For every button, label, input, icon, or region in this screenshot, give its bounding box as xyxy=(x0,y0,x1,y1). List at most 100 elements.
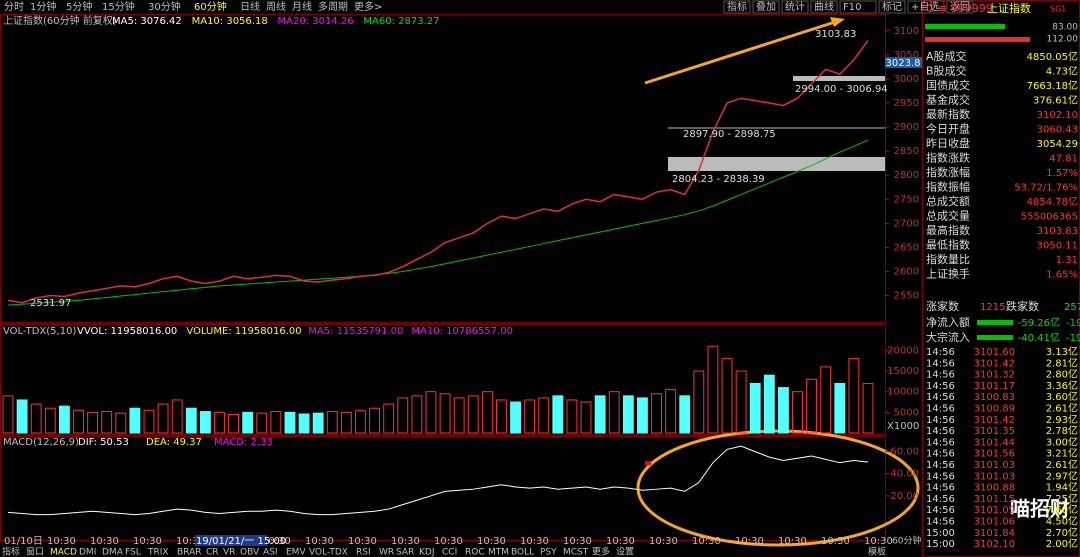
stat-value: 47.81 xyxy=(1049,154,1078,165)
period-select[interactable]: 60分钟 xyxy=(892,535,921,547)
volume-bar xyxy=(749,382,761,434)
indicator-tab[interactable]: FSL xyxy=(125,548,141,557)
tick-price: 3100.88 xyxy=(974,483,1015,494)
period-tab[interactable]: 30分钟 xyxy=(148,0,181,13)
tick-time: 14:56 xyxy=(926,404,955,415)
price-note: 2531.97 xyxy=(30,298,71,309)
x-tick-label: 10:30 xyxy=(133,536,162,547)
tool-button[interactable]: 返回 xyxy=(950,1,970,13)
indicator-tab[interactable]: CCI xyxy=(442,548,457,557)
arrow-head xyxy=(830,17,845,27)
tool-button-bg xyxy=(781,0,809,14)
period-tab[interactable]: 日线 xyxy=(240,0,260,13)
indicator-tab[interactable]: KDJ xyxy=(419,548,435,557)
tool-button-bg xyxy=(946,0,974,14)
ma-label: MA60: 2873.27 xyxy=(363,16,439,27)
stat-label: 指数量比 xyxy=(926,252,970,266)
tool-button[interactable]: 指标 xyxy=(727,0,747,13)
indicator-tab[interactable]: MTM xyxy=(488,548,509,557)
volume-bar xyxy=(622,395,634,434)
flow-label: 大宗流入 xyxy=(926,330,970,344)
indicator-tab[interactable]: BRAR xyxy=(177,548,201,557)
period-tab[interactable]: 5分钟 xyxy=(66,0,92,13)
period-tab[interactable]: 月线 xyxy=(292,0,312,13)
indicator-tab[interactable]: BOLL xyxy=(511,548,534,557)
period-tab[interactable]: 15分钟 xyxy=(102,0,135,13)
indicator-tab[interactable]: ROC xyxy=(465,548,485,557)
indicator-tab[interactable]: 指标 xyxy=(2,546,20,557)
template-tab[interactable]: 模板 xyxy=(868,546,886,557)
volume-bar xyxy=(453,397,465,434)
stat-value: 1.65% xyxy=(1046,270,1078,281)
volume-bar xyxy=(298,413,310,434)
marker xyxy=(645,461,651,465)
tick-price: 3101.42 xyxy=(974,358,1015,369)
period-tab[interactable]: 60分钟 xyxy=(194,0,227,13)
tick-price: 3101.03 xyxy=(974,471,1015,482)
indicator-tab[interactable]: VR xyxy=(223,548,235,557)
y-tick-label: 2900 xyxy=(894,122,919,133)
indicator-tab[interactable]: MACD xyxy=(50,548,77,557)
period-tab[interactable]: 更多> xyxy=(354,0,382,13)
volume-bar xyxy=(665,389,677,434)
volume-bar xyxy=(693,370,705,434)
volume-bar xyxy=(820,366,832,434)
dif-line xyxy=(7,445,869,516)
volume-bar xyxy=(2,395,14,434)
tick-price: 3101.17 xyxy=(974,381,1015,392)
period-tab[interactable]: 多周期 xyxy=(318,0,348,13)
tool-button-bg xyxy=(723,0,751,14)
indicator-tab[interactable]: EMV xyxy=(286,548,306,557)
indicator-tab[interactable]: SAR xyxy=(396,548,414,557)
tick-volume: 2.93亿 xyxy=(1046,413,1078,426)
panel-tag: SG1 xyxy=(1050,5,1066,14)
indicator-tab[interactable]: MCST xyxy=(563,548,589,557)
indicator-tab[interactable]: 设置 xyxy=(616,547,634,557)
indicator-tab[interactable]: TRIX xyxy=(147,548,169,557)
y-tick-label: 20.00 xyxy=(890,491,919,502)
period-tab[interactable]: 分时 xyxy=(4,1,24,13)
indicator-tab[interactable]: 窗口 xyxy=(26,546,44,557)
x-tick-label: 01/10日 xyxy=(4,536,43,547)
tool-button[interactable]: 曲线 xyxy=(814,0,834,13)
macd-label: DEA: 49.37 xyxy=(146,437,202,448)
tick-volume: 3.00亿 xyxy=(1046,435,1078,448)
indicator-tab[interactable]: VOL-TDX xyxy=(309,548,348,557)
volume-bar xyxy=(326,411,338,434)
tick-volume: 3.13亿 xyxy=(1046,345,1078,358)
period-tab[interactable]: 周线 xyxy=(266,0,286,13)
indicator-tab[interactable]: PSY xyxy=(540,548,557,557)
tick-time: 14:56 xyxy=(926,358,955,369)
tool-button[interactable]: +自选 xyxy=(911,0,939,13)
x-tick-label: 10:30 xyxy=(348,536,377,547)
tool-button[interactable]: 统计 xyxy=(785,0,805,13)
tick-price: 3101.32 xyxy=(974,370,1015,381)
volume-bar xyxy=(467,395,479,434)
volume-unit: X1000 xyxy=(887,421,919,432)
indicator-tab[interactable]: RSI xyxy=(356,548,371,557)
price-note: 2994.00 - 3006.94 xyxy=(795,84,888,95)
volume-bar xyxy=(777,387,789,434)
tick-time: 14:56 xyxy=(926,449,955,460)
indicator-tab[interactable]: WR xyxy=(379,548,394,557)
tool-button[interactable]: 叠加 xyxy=(756,1,776,13)
tick-time: 14:56 xyxy=(926,392,955,403)
volume-bar xyxy=(580,401,592,434)
macd-label: DIF: 50.53 xyxy=(78,437,129,448)
volume-bar xyxy=(185,407,197,434)
tick-volume: 7.60亿 xyxy=(1046,503,1078,516)
indicator-tab[interactable]: ASI xyxy=(263,548,278,557)
buy-bar xyxy=(925,24,1005,29)
indicator-tab[interactable]: DMA xyxy=(102,548,124,557)
indicator-tab[interactable]: DMI xyxy=(79,548,96,557)
volume-bar xyxy=(679,395,691,434)
indicator-tab[interactable]: 更多 xyxy=(592,546,610,557)
tool-button[interactable]: 标记 xyxy=(882,1,902,13)
indicator-tab[interactable]: CR xyxy=(206,548,219,557)
tool-button[interactable]: F10 xyxy=(843,2,861,13)
tick-price: 3101.15 xyxy=(974,494,1015,505)
y-tick-label: 2750 xyxy=(894,194,919,205)
tick-time: 14:56 xyxy=(926,471,955,482)
period-tab[interactable]: 1分钟 xyxy=(30,0,56,13)
indicator-tab[interactable]: OBV xyxy=(240,548,260,557)
